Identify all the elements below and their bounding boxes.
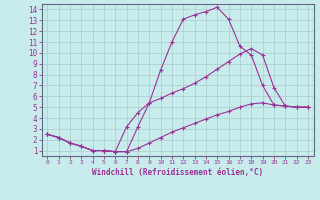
X-axis label: Windchill (Refroidissement éolien,°C): Windchill (Refroidissement éolien,°C) <box>92 168 263 177</box>
